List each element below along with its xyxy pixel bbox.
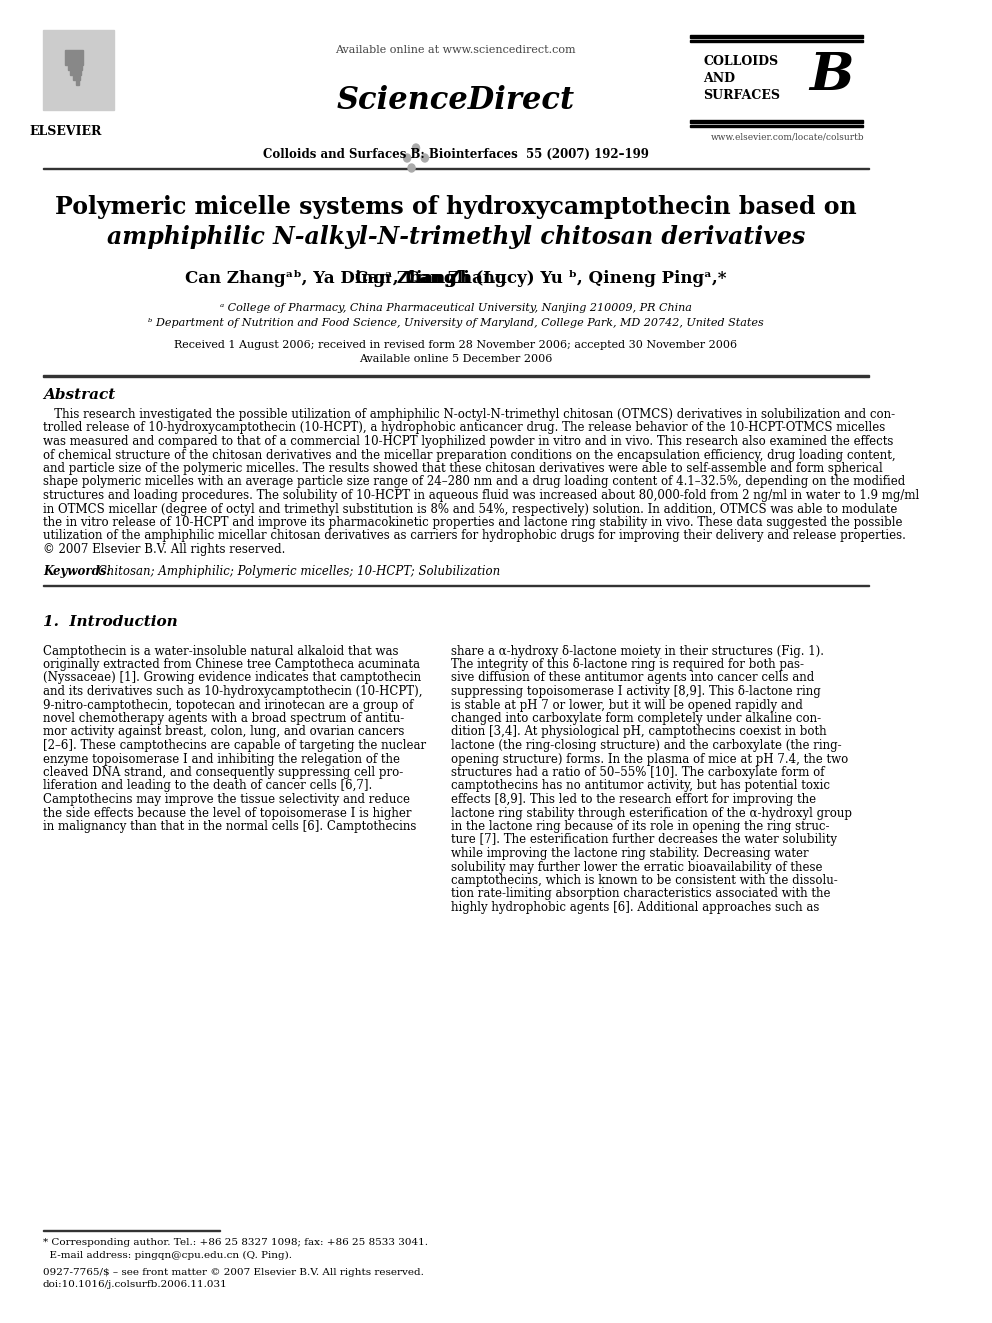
Text: of chemical structure of the chitosan derivatives and the micellar preparation c: of chemical structure of the chitosan de… [43,448,896,462]
Text: E-mail address: pingqn@cpu.edu.cn (Q. Ping).: E-mail address: pingqn@cpu.edu.cn (Q. Pi… [43,1252,292,1259]
Bar [65,50,83,65]
Text: doi:10.1016/j.colsurfb.2006.11.031: doi:10.1016/j.colsurfb.2006.11.031 [43,1279,228,1289]
Text: mor activity against breast, colon, lung, and ovarian cancers: mor activity against breast, colon, lung… [43,725,405,738]
Text: 0927-7765/$ – see front matter © 2007 Elsevier B.V. All rights reserved.: 0927-7765/$ – see front matter © 2007 El… [43,1267,424,1277]
Text: [2–6]. These camptothecins are capable of targeting the nuclear: [2–6]. These camptothecins are capable o… [43,740,427,751]
Text: shape polymeric micelles with an average particle size range of 24–280 nm and a : shape polymeric micelles with an average… [43,475,906,488]
Text: trolled release of 10-hydroxycamptothecin (10-HCPT), a hydrophobic anticancer dr: trolled release of 10-hydroxycamptotheci… [43,422,885,434]
Text: Can Zhang: Can Zhang [355,270,456,287]
Bar [70,60,81,75]
Text: Available online 5 December 2006: Available online 5 December 2006 [359,355,553,364]
Bar [43,30,114,110]
Circle shape [408,164,415,172]
Bar [75,70,79,85]
Text: ELSEVIER: ELSEVIER [29,124,101,138]
Text: suppressing topoisomerase I activity [8,9]. This δ-lactone ring: suppressing topoisomerase I activity [8,… [450,685,820,699]
Text: originally extracted from Chinese tree Camptotheca acuminata: originally extracted from Chinese tree C… [43,658,420,671]
Text: was measured and compared to that of a commercial 10-HCPT lyophilized powder in : was measured and compared to that of a c… [43,435,894,448]
Text: and particle size of the polymeric micelles. The results showed that these chito: and particle size of the polymeric micel… [43,462,883,475]
Text: in malignancy than that in the normal cells [6]. Camptothecins: in malignancy than that in the normal ce… [43,820,417,833]
Text: utilization of the amphiphilic micellar chitosan derivatives as carriers for hyd: utilization of the amphiphilic micellar … [43,529,906,542]
Text: ᵃ College of Pharmacy, China Pharmaceutical University, Nanjing 210009, PR China: ᵃ College of Pharmacy, China Pharmaceuti… [220,303,691,314]
Bar [67,56,82,70]
Text: liferation and leading to the death of cancer cells [6,7].: liferation and leading to the death of c… [43,779,372,792]
Text: in the lactone ring because of its role in opening the ring struc-: in the lactone ring because of its role … [450,820,829,833]
Bar [43,374,869,377]
Text: COLLOIDS
AND
SURFACES: COLLOIDS AND SURFACES [703,56,780,102]
Text: Camptothecin is a water-insoluble natural alkaloid that was: Camptothecin is a water-insoluble natura… [43,644,399,658]
Text: 1.  Introduction: 1. Introduction [43,614,178,628]
Circle shape [413,144,420,152]
Circle shape [422,153,429,161]
Text: Chitosan; Amphiphilic; Polymeric micelles; 10-HCPT; Solubilization: Chitosan; Amphiphilic; Polymeric micelle… [94,565,501,578]
Text: solubility may further lower the erratic bioavailability of these: solubility may further lower the erratic… [450,860,822,873]
Text: camptothecins, which is known to be consistent with the dissolu-: camptothecins, which is known to be cons… [450,875,837,886]
Text: the in vitro release of 10-HCPT and improve its pharmacokinetic properties and l: the in vitro release of 10-HCPT and impr… [43,516,903,529]
Text: tion rate-limiting absorption characteristics associated with the: tion rate-limiting absorption characteri… [450,888,830,901]
Text: structures had a ratio of 50–55% [10]. The carboxylate form of: structures had a ratio of 50–55% [10]. T… [450,766,824,779]
Text: enzyme topoisomerase I and inhibiting the relegation of the: enzyme topoisomerase I and inhibiting th… [43,753,400,766]
Text: Can Zhangᵃᵇ, Ya Dingᵃ, Liangli (Lucy) Yu ᵇ, Qineng Pingᵃ,*: Can Zhangᵃᵇ, Ya Dingᵃ, Liangli (Lucy) Yu… [186,270,726,287]
Bar [73,65,80,79]
Text: * Corresponding author. Tel.: +86 25 8327 1098; fax: +86 25 8533 3041.: * Corresponding author. Tel.: +86 25 832… [43,1238,428,1248]
Text: the side effects because the level of topoisomerase I is higher: the side effects because the level of to… [43,807,412,819]
Text: 9-nitro-camptothecin, topotecan and irinotecan are a group of: 9-nitro-camptothecin, topotecan and irin… [43,699,414,712]
Text: Received 1 August 2006; received in revised form 28 November 2006; accepted 30 N: Received 1 August 2006; received in revi… [175,340,737,351]
Text: © 2007 Elsevier B.V. All rights reserved.: © 2007 Elsevier B.V. All rights reserved… [43,542,286,556]
Bar [689,40,862,41]
Text: cleaved DNA strand, and consequently suppressing cell pro-: cleaved DNA strand, and consequently sup… [43,766,403,779]
Text: Available online at www.sciencedirect.com: Available online at www.sciencedirect.co… [335,45,576,56]
Bar [689,124,862,127]
Text: (Nyssaceae) [1]. Growing evidence indicates that camptothecin: (Nyssaceae) [1]. Growing evidence indica… [43,672,422,684]
Text: novel chemotherapy agents with a broad spectrum of antitu-: novel chemotherapy agents with a broad s… [43,712,405,725]
Text: highly hydrophobic agents [6]. Additional approaches such as: highly hydrophobic agents [6]. Additiona… [450,901,819,914]
Text: Polymeric micelle systems of hydroxycamptothecin based on: Polymeric micelle systems of hydroxycamp… [55,194,857,220]
Text: Abstract: Abstract [43,388,115,402]
Circle shape [404,153,411,161]
Text: opening structure) forms. In the plasma of mice at pH 7.4, the two: opening structure) forms. In the plasma … [450,753,848,766]
Text: share a α-hydroxy δ-lactone moiety in their structures (Fig. 1).: share a α-hydroxy δ-lactone moiety in th… [450,644,823,658]
Text: Keywords:: Keywords: [43,565,111,578]
Text: lactone (the ring-closing structure) and the carboxylate (the ring-: lactone (the ring-closing structure) and… [450,740,841,751]
Text: is stable at pH 7 or lower, but it will be opened rapidly and: is stable at pH 7 or lower, but it will … [450,699,803,712]
Text: sive diffusion of these antitumor agents into cancer cells and: sive diffusion of these antitumor agents… [450,672,813,684]
Text: in OTMCS micellar (degree of octyl and trimethyl substitution is 8% and 54%, res: in OTMCS micellar (degree of octyl and t… [43,503,898,516]
Text: camptothecins has no antitumor activity, but has potential toxic: camptothecins has no antitumor activity,… [450,779,829,792]
Text: Colloids and Surfaces B: Biointerfaces  55 (2007) 192–199: Colloids and Surfaces B: Biointerfaces 5… [263,148,649,161]
Text: B: B [809,50,854,101]
Text: structures and loading procedures. The solubility of 10-HCPT in aqueous fluid wa: structures and loading procedures. The s… [43,490,920,501]
Text: ture [7]. The esterification further decreases the water solubility: ture [7]. The esterification further dec… [450,833,836,847]
Text: Camptothecins may improve the tissue selectivity and reduce: Camptothecins may improve the tissue sel… [43,792,410,806]
Text: dition [3,4]. At physiological pH, camptothecins coexist in both: dition [3,4]. At physiological pH, campt… [450,725,826,738]
Text: lactone ring stability through esterification of the α-hydroxyl group: lactone ring stability through esterific… [450,807,851,819]
Text: ᵇ Department of Nutrition and Food Science, University of Maryland, College Park: ᵇ Department of Nutrition and Food Scien… [148,318,764,328]
Text: This research investigated the possible utilization of amphiphilic N-octyl-N-tri: This research investigated the possible … [43,407,895,421]
Text: effects [8,9]. This led to the research effort for improving the: effects [8,9]. This led to the research … [450,792,815,806]
Text: ScienceDirect: ScienceDirect [337,85,575,116]
Text: changed into carboxylate form completely under alkaline con-: changed into carboxylate form completely… [450,712,820,725]
Bar [689,120,862,123]
Bar [689,34,862,37]
Text: amphiphilic N-alkyl-N-trimethyl chitosan derivatives: amphiphilic N-alkyl-N-trimethyl chitosan… [107,225,805,249]
Text: The integrity of this δ-lactone ring is required for both pas-: The integrity of this δ-lactone ring is … [450,658,804,671]
Bar [43,585,869,586]
Text: www.elsevier.com/locate/colsurtb: www.elsevier.com/locate/colsurtb [710,134,864,142]
Text: while improving the lactone ring stability. Decreasing water: while improving the lactone ring stabili… [450,847,808,860]
Text: Can Zhang: Can Zhang [406,270,506,287]
Text: and its derivatives such as 10-hydroxycamptothecin (10-HCPT),: and its derivatives such as 10-hydroxyca… [43,685,423,699]
